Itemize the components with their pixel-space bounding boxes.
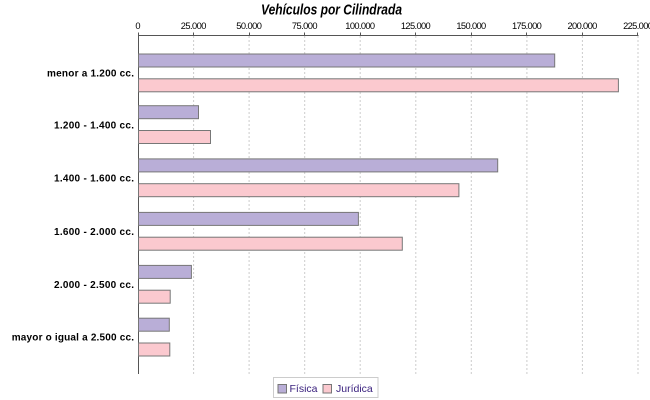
svg-text:225.000: 225.000 (623, 21, 650, 31)
svg-text:1.200 - 1.400 cc.: 1.200 - 1.400 cc. (54, 120, 134, 131)
svg-text:Vehículos por Cilindrada: Vehículos por Cilindrada (261, 2, 402, 19)
svg-text:1.400 - 1.600 cc.: 1.400 - 1.600 cc. (54, 173, 134, 184)
svg-text:175.000: 175.000 (512, 21, 542, 31)
svg-text:200.000: 200.000 (568, 21, 598, 31)
svg-text:25.000: 25.000 (181, 21, 207, 31)
svg-text:menor a 1.200 cc.: menor a 1.200 cc. (47, 68, 134, 79)
svg-text:150.000: 150.000 (456, 21, 486, 31)
svg-text:mayor o igual a 2.500 cc.: mayor o igual a 2.500 cc. (12, 333, 135, 344)
svg-text:100.000: 100.000 (345, 21, 375, 31)
svg-text:125.000: 125.000 (401, 21, 431, 31)
svg-text:Jurídica: Jurídica (336, 383, 373, 395)
svg-text:75.000: 75.000 (292, 21, 318, 31)
svg-text:50.000: 50.000 (236, 21, 262, 31)
svg-text:Física: Física (290, 383, 318, 395)
svg-text:2.000 - 2.500 cc.: 2.000 - 2.500 cc. (54, 280, 134, 291)
svg-text:0: 0 (135, 21, 140, 31)
svg-text:1.600 - 2.000 cc.: 1.600 - 2.000 cc. (54, 227, 134, 238)
